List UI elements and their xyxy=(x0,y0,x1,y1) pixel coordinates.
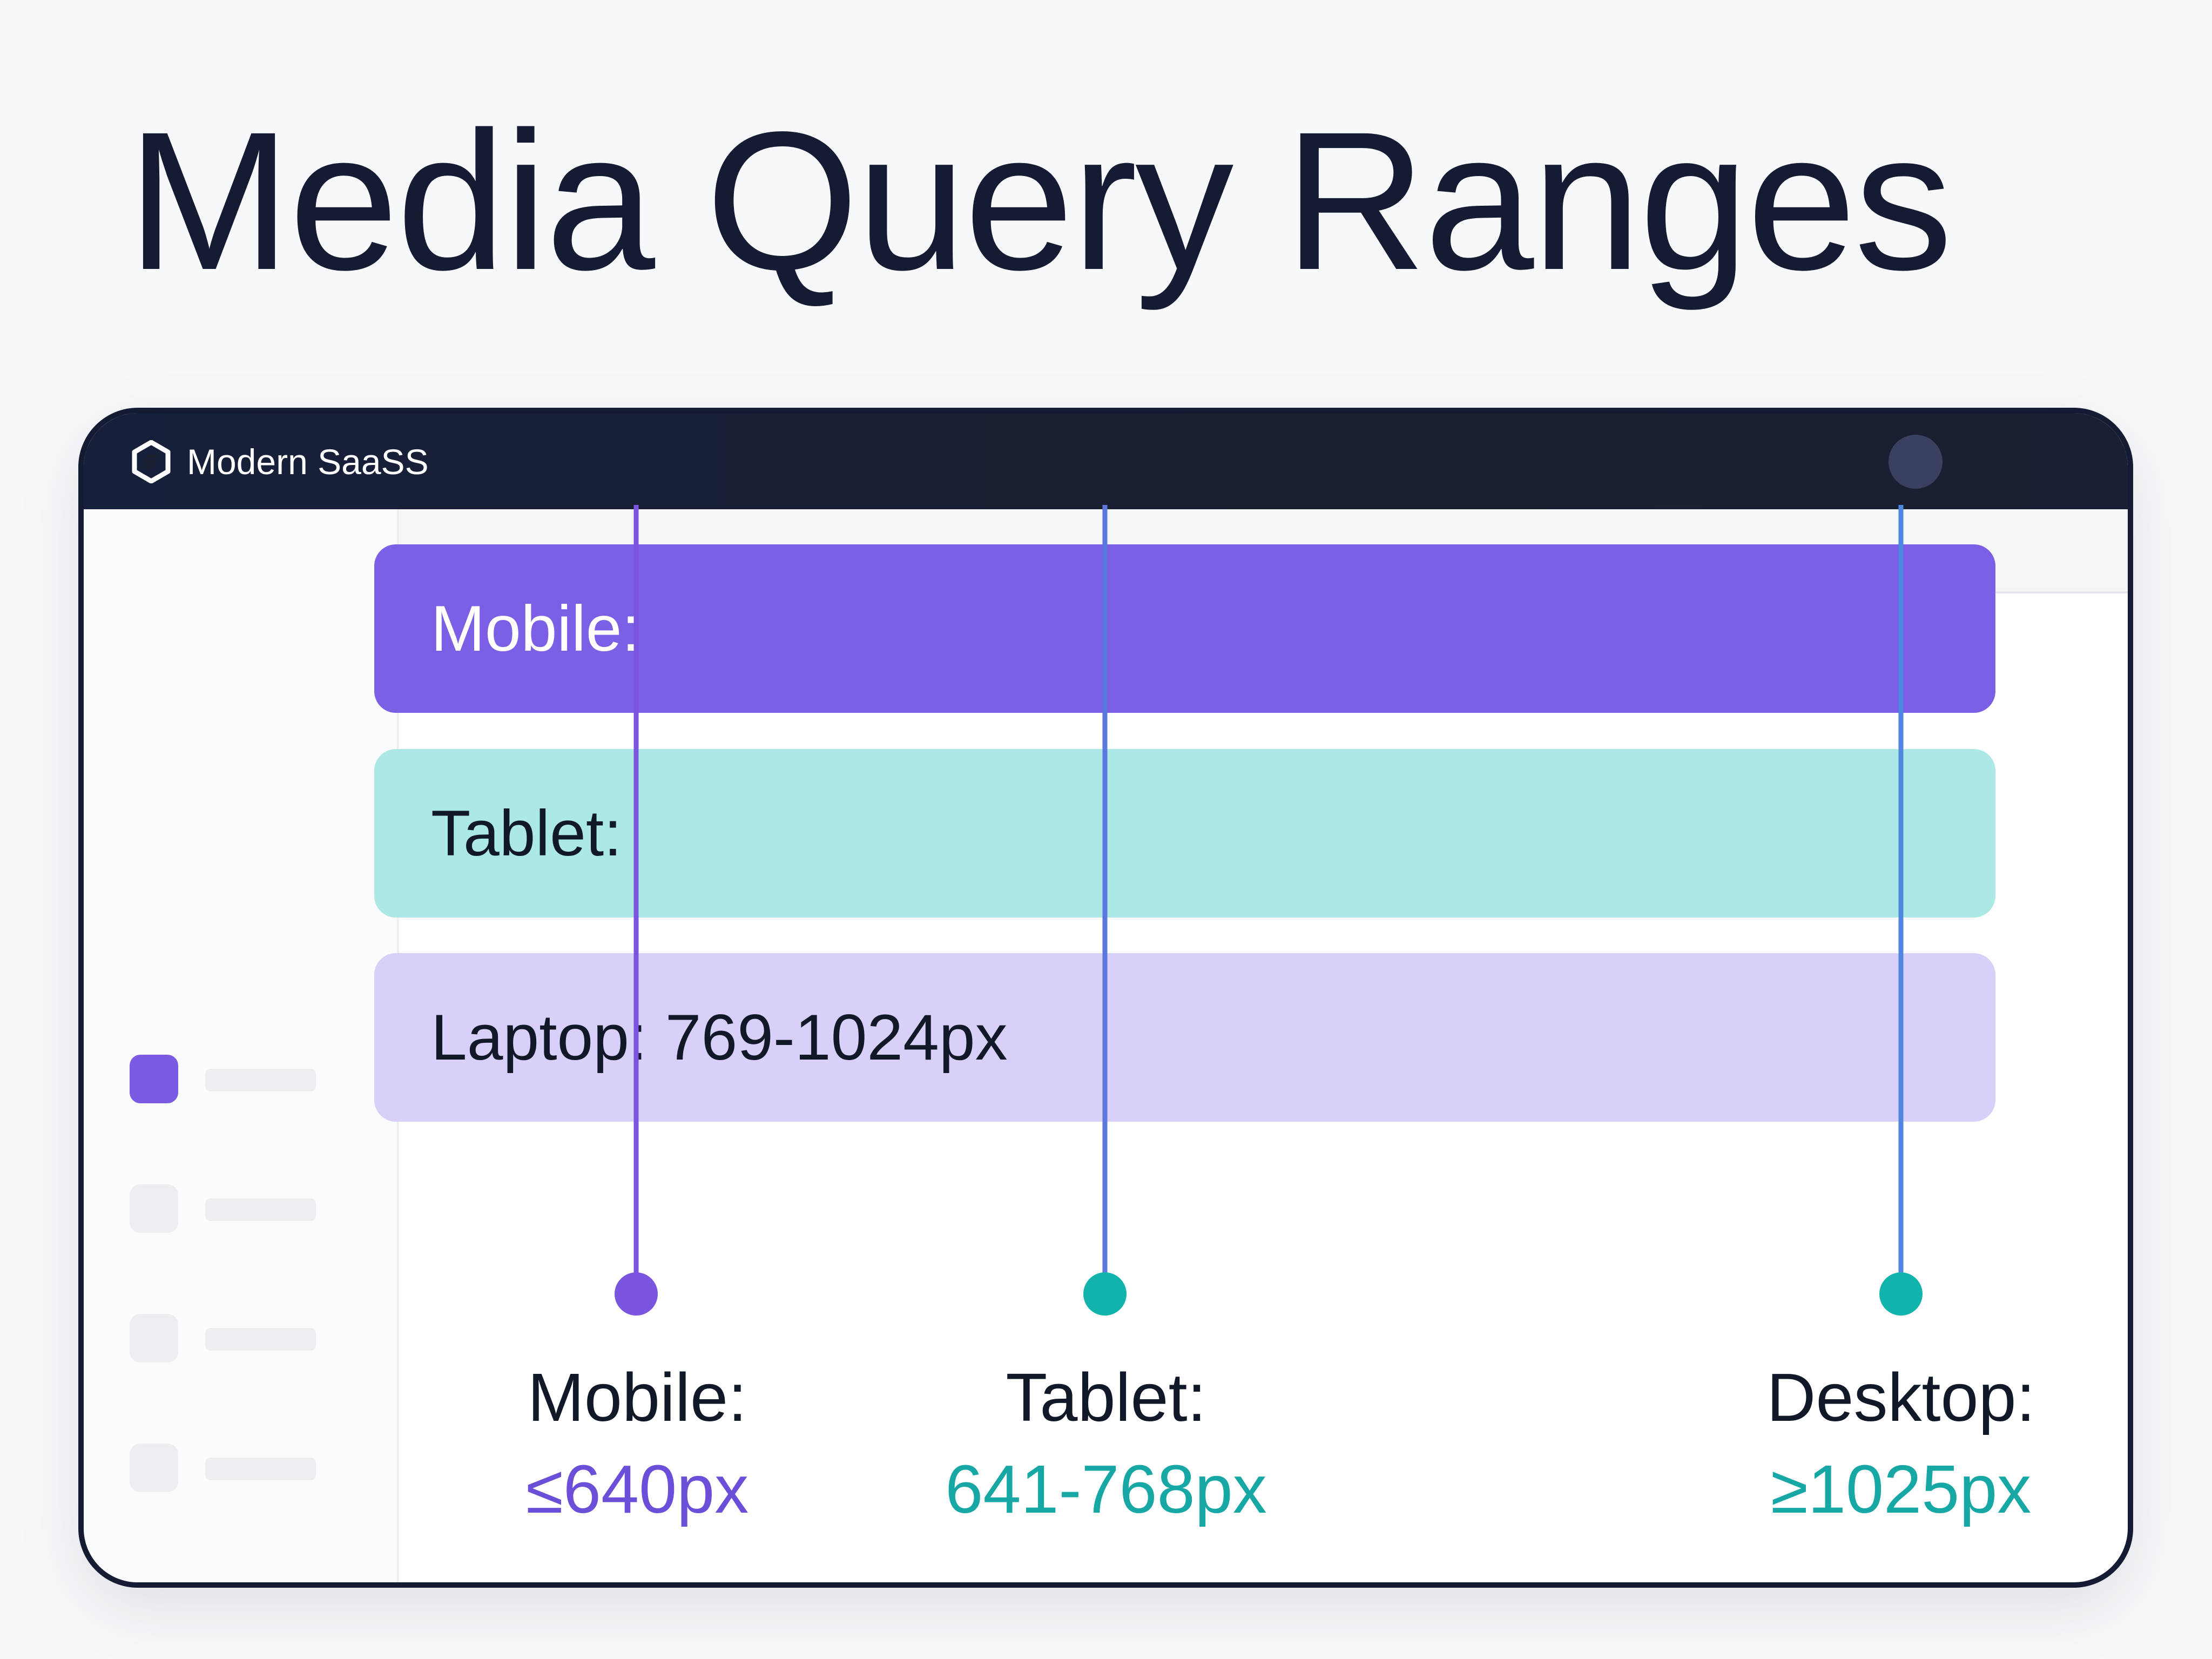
page-title: Media Query Ranges xyxy=(127,91,1953,311)
sidebar-item-placeholder xyxy=(205,1328,316,1351)
range-band-mobile: Mobile: xyxy=(374,544,1995,713)
sidebar-item-3[interactable] xyxy=(130,1314,346,1363)
breakpoint-value-mobile: ≤640px xyxy=(525,1451,749,1527)
breakpoint-label-tablet: Tablet: xyxy=(1006,1359,1206,1435)
nav-square-icon xyxy=(130,1055,178,1103)
sidebar xyxy=(84,509,399,1582)
title-bar: Modern SaaSS xyxy=(84,413,2128,509)
brand-name: Modern SaaSS xyxy=(187,442,429,482)
sidebar-item-placeholder xyxy=(205,1458,316,1480)
breakpoint-value-tablet: 641-768px xyxy=(945,1451,1267,1527)
nav-square-icon xyxy=(130,1444,178,1492)
breakpoint-value-desktop: ≥1025px xyxy=(1770,1451,2032,1527)
nav-square-icon xyxy=(130,1314,178,1363)
range-band-label: Tablet: xyxy=(431,797,622,869)
nav-square-icon xyxy=(130,1184,178,1233)
breakpoint-label-desktop: Desktop: xyxy=(1766,1359,2035,1435)
brand[interactable]: Modern SaaSS xyxy=(130,437,429,486)
sidebar-item-4[interactable] xyxy=(130,1444,346,1492)
range-band-label: Laptop: 769-1024px xyxy=(431,1001,1008,1074)
range-band-label: Mobile: xyxy=(431,592,640,665)
sidebar-item-placeholder xyxy=(205,1069,316,1091)
range-band-tablet: Tablet: xyxy=(374,749,1995,918)
sidebar-item-2[interactable] xyxy=(130,1184,346,1233)
range-band-laptop: Laptop: 769-1024px xyxy=(374,953,1995,1122)
sidebar-item-1[interactable] xyxy=(130,1055,346,1103)
sidebar-item-placeholder xyxy=(205,1198,316,1221)
hexagon-logo-icon xyxy=(132,440,171,483)
breakpoint-label-mobile: Mobile: xyxy=(527,1359,747,1435)
avatar[interactable] xyxy=(1889,435,1943,489)
